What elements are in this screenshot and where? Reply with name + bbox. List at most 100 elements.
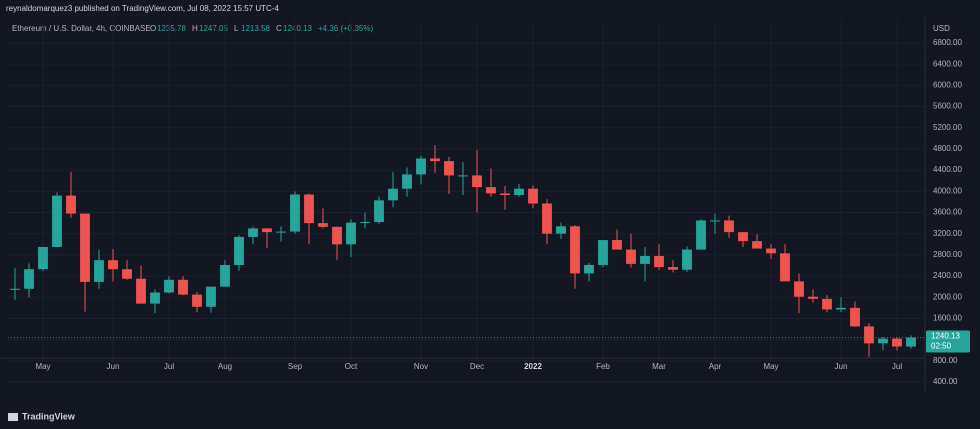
x-tick-label: Aug: [218, 362, 232, 371]
x-tick-label: Sep: [288, 362, 303, 371]
brand: TradingView: [22, 411, 76, 421]
candle-body: [318, 223, 328, 227]
candle-body: [612, 240, 622, 250]
candle-body: [164, 279, 174, 293]
ohlc-label: L: [234, 24, 239, 33]
y-tick-label: 5200.00: [933, 123, 962, 132]
x-tick-label: Mar: [652, 362, 666, 371]
brand-logo: [8, 413, 18, 421]
candle-body: [332, 226, 342, 245]
candle-body: [416, 158, 426, 175]
candle-body: [808, 296, 818, 299]
candle-body: [780, 253, 790, 282]
candle-body: [892, 338, 902, 347]
candle-body: [598, 240, 608, 265]
price-tag-value: 1240.13: [931, 332, 960, 341]
candle-body: [122, 269, 132, 279]
candle-body: [24, 269, 34, 289]
candle-body: [640, 255, 650, 264]
candle-body: [682, 249, 692, 270]
y-tick-label: 6800.00: [933, 38, 962, 47]
y-tick-label: 800.00: [933, 356, 958, 365]
candle-body: [486, 187, 496, 194]
y-tick-label: 4400.00: [933, 165, 962, 174]
currency: USD: [933, 24, 950, 33]
candle-body: [752, 241, 762, 249]
price-tag-countdown: 02:50: [931, 342, 952, 351]
candle-body: [276, 231, 286, 233]
candle-body: [248, 228, 258, 237]
candle-body: [766, 248, 776, 254]
ohlc-label: C: [276, 24, 282, 33]
candle-body: [402, 174, 412, 189]
ohlc-label: H: [192, 24, 198, 33]
ohlc-value: 1247.05: [199, 24, 228, 33]
candle-body: [822, 298, 832, 310]
candle-body: [388, 188, 398, 201]
candle-body: [906, 337, 916, 347]
candle-body: [864, 326, 874, 344]
candle-body: [710, 220, 720, 222]
y-tick-label: 4800.00: [933, 144, 962, 153]
candle-body: [724, 220, 734, 233]
candle-body: [556, 226, 566, 234]
candle-body: [290, 194, 300, 232]
candle-body: [500, 193, 510, 196]
x-tick-label: Jul: [164, 362, 174, 371]
x-tick-label: Jun: [107, 362, 120, 371]
candle-body: [528, 188, 538, 204]
y-tick-label: 6000.00: [933, 80, 962, 89]
y-tick-label: 6400.00: [933, 59, 962, 68]
symbol: Ethereum / U.S. Dollar, 4h, COINBASE: [12, 24, 151, 33]
y-tick-label: 2000.00: [933, 292, 962, 301]
x-tick-label: Feb: [596, 362, 610, 371]
x-tick-label: Oct: [345, 362, 358, 371]
candle-body: [794, 281, 804, 297]
x-tick-label: Jun: [835, 362, 848, 371]
y-tick-label: 2400.00: [933, 271, 962, 280]
candle-body: [178, 279, 188, 295]
x-tick-label: May: [35, 362, 50, 371]
ohlc-value: 1235.78: [157, 24, 186, 33]
candle-body: [10, 288, 20, 290]
candle-body: [234, 236, 244, 265]
candle-body: [360, 222, 370, 224]
y-tick-label: 4000.00: [933, 186, 962, 195]
candle-body: [80, 213, 90, 282]
candle-body: [206, 286, 216, 307]
price-tag: [926, 330, 970, 353]
candle-body: [878, 338, 888, 344]
candle-body: [150, 292, 160, 304]
x-tick-label: Apr: [709, 362, 722, 371]
candle-body: [738, 232, 748, 242]
x-tick-label: May: [763, 362, 778, 371]
y-tick-label: 5600.00: [933, 102, 962, 111]
candle-body: [304, 194, 314, 224]
y-tick-label: 400.00: [933, 377, 958, 386]
candle-body: [458, 175, 468, 177]
y-tick-label: 3600.00: [933, 208, 962, 217]
candle-body: [430, 158, 440, 162]
candle-body: [220, 264, 230, 287]
ohlc-label: O: [150, 24, 156, 33]
candle-body: [542, 203, 552, 234]
candle-body: [626, 249, 636, 264]
candle-body: [94, 260, 104, 282]
x-tick-label: Jul: [892, 362, 902, 371]
x-tick-label: Nov: [414, 362, 428, 371]
candle-body: [514, 188, 524, 196]
candle-body: [654, 255, 664, 268]
candle-body: [136, 278, 146, 304]
candle-body: [262, 228, 272, 233]
y-tick-label: 3200.00: [933, 229, 962, 238]
candle-body: [584, 264, 594, 274]
change: +4.36 (+0.35%): [318, 24, 373, 33]
candle-body: [696, 220, 706, 250]
candle-body: [38, 246, 48, 270]
x-tick-label: Dec: [470, 362, 484, 371]
candle-body: [192, 294, 202, 307]
ohlc-value: 1213.58: [241, 24, 270, 33]
candle-body: [668, 267, 678, 270]
candle-body: [570, 226, 580, 274]
